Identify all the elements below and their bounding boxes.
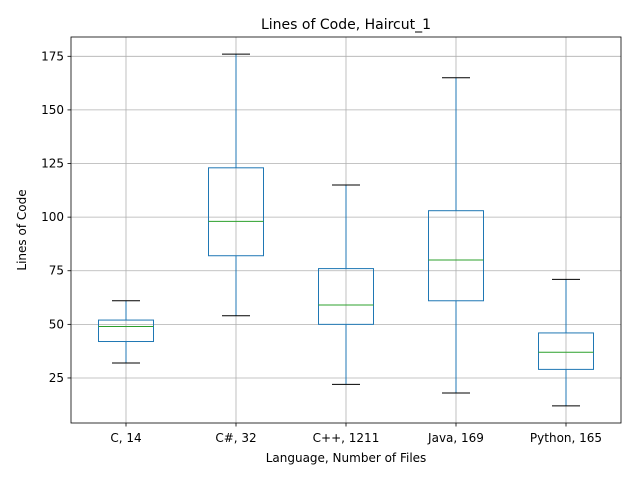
- x-axis-label: Language, Number of Files: [266, 451, 427, 465]
- box-5: [538, 278, 594, 407]
- y-tick-label: 75: [49, 264, 64, 278]
- y-tick-label: 50: [49, 317, 64, 331]
- iqr-box: [538, 332, 594, 370]
- x-tick-label: Java, 169: [427, 431, 484, 445]
- iqr-box: [428, 210, 484, 302]
- box-series: [98, 53, 594, 407]
- box-3: [318, 184, 374, 385]
- x-tick-label: C, 14: [110, 431, 141, 445]
- y-axis-label: Lines of Code: [15, 189, 29, 270]
- x-tick-label: Python, 165: [530, 431, 602, 445]
- x-tick-label: C++, 1211: [313, 431, 380, 445]
- iqr-box: [318, 268, 374, 325]
- y-tick-label: 25: [49, 371, 64, 385]
- y-tick-label: 125: [41, 157, 64, 171]
- box-1: [98, 300, 154, 364]
- x-tick-label: C#, 32: [215, 431, 256, 445]
- iqr-box: [208, 167, 264, 257]
- box-2: [208, 53, 264, 317]
- box-4: [428, 77, 484, 394]
- y-axis-ticks: 25 50 75 100 125 150 175: [41, 49, 71, 385]
- y-tick-label: 150: [41, 103, 64, 117]
- iqr-box: [98, 319, 154, 343]
- chart-title: Lines of Code, Haircut_1: [261, 17, 431, 33]
- y-tick-label: 175: [41, 49, 64, 63]
- x-axis-ticks: C, 14 C#, 32 C++, 1211 Java, 169 Python, 165: [110, 423, 602, 445]
- y-tick-label: 100: [41, 210, 64, 224]
